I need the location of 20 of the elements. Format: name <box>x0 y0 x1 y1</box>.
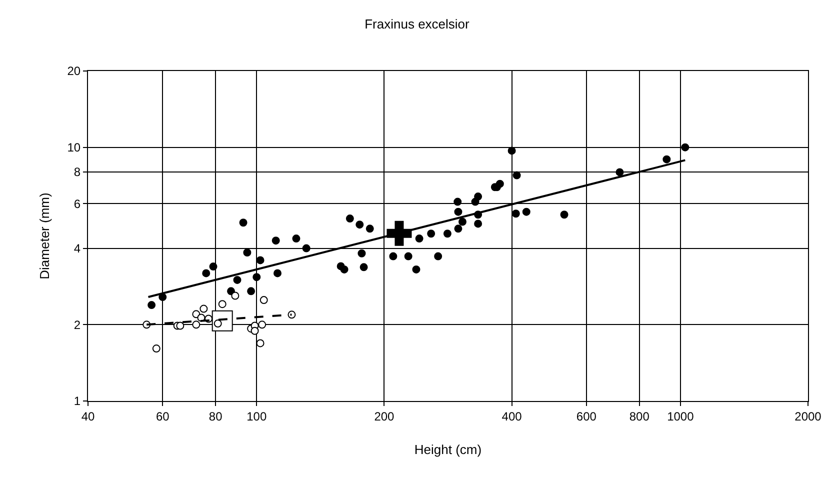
x-tick-label: 40 <box>81 409 95 424</box>
chart-title: Fraxinus excelsior <box>364 16 470 32</box>
x-tick-label: 80 <box>208 409 223 424</box>
x-tick-label: 600 <box>576 409 597 424</box>
y-tick-label: 20 <box>67 64 81 78</box>
y-tick-label: 10 <box>67 140 81 155</box>
y-axis-title: Diameter (mm) <box>37 192 52 280</box>
x-tick-label: 1000 <box>667 409 694 424</box>
x-tick-label: 60 <box>156 409 170 424</box>
y-tick-label: 8 <box>74 165 81 180</box>
x-tick-label: 400 <box>502 409 522 424</box>
x-tick-label: 200 <box>374 409 395 424</box>
y-tick-label: 4 <box>74 241 81 256</box>
x-tick-label: 800 <box>629 409 650 424</box>
x-tick-label: 100 <box>246 409 267 424</box>
y-tick-label: 2 <box>74 318 81 332</box>
x-axis-title: Height (cm) <box>414 442 482 457</box>
x-tick-label: 2000 <box>794 409 822 424</box>
y-tick-label: 6 <box>74 196 81 211</box>
y-tick-label: 1 <box>74 394 81 408</box>
